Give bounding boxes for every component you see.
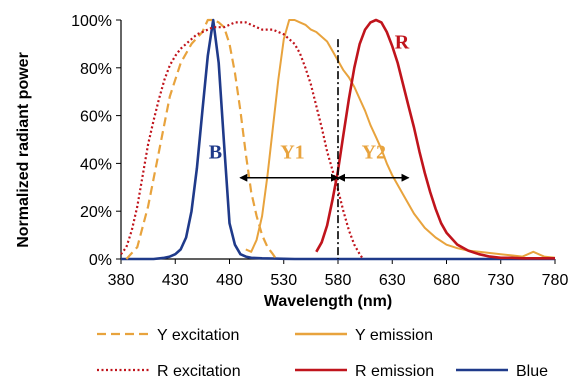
legend-item: Blue	[456, 363, 548, 380]
series-line-blue	[121, 18, 555, 261]
y-tick-label: 100%	[71, 13, 112, 30]
y-tick-label: 20%	[80, 204, 112, 221]
y-tick-label: 0%	[89, 252, 112, 269]
annotation-label-b: B	[209, 142, 222, 164]
legend: Y excitation Y emission R excitation R emis…	[97, 327, 548, 380]
y-tick-label: 80%	[80, 61, 112, 78]
series-line-y-emission	[245, 19, 556, 259]
x-axis-label: Wavelength (nm)	[264, 293, 392, 310]
x-tick-label: 580	[325, 272, 352, 289]
plot-area: 0% 20% 40% 60% 80% 100% 380 430 480 530 580 630 680 7…	[71, 13, 568, 289]
legend-item: R excitation	[97, 363, 241, 380]
legend-item: Y emission	[295, 327, 433, 344]
series-line-r-emission	[315, 18, 555, 260]
x-tick-label: 430	[162, 272, 189, 289]
legend-label: R excitation	[157, 363, 241, 380]
x-tick-label: 780	[542, 272, 569, 289]
annotation-label-y2: Y2	[362, 142, 386, 164]
legend-label: R emission	[355, 363, 434, 380]
x-tick-label: 630	[379, 272, 406, 289]
x-tick-label: 730	[487, 272, 514, 289]
legend-label: Y emission	[355, 327, 433, 344]
legend-item: R emission	[295, 363, 434, 380]
y-axis-label: Normalized radiant power	[15, 52, 32, 248]
y-tick-label: 60%	[80, 109, 112, 126]
legend-label: Blue	[516, 363, 548, 380]
legend-item: Y excitation	[97, 327, 239, 344]
annotation-label-y1: Y1	[280, 142, 304, 164]
x-tick-label: 530	[270, 272, 297, 289]
x-tick-label: 480	[216, 272, 243, 289]
x-tick-label: 680	[433, 272, 460, 289]
series-line-y-excitation	[125, 18, 278, 260]
y-tick-label: 40%	[80, 156, 112, 173]
annotation-label-r: R	[395, 32, 410, 54]
x-tick-label: 380	[108, 272, 135, 289]
legend-label: Y excitation	[157, 327, 239, 344]
